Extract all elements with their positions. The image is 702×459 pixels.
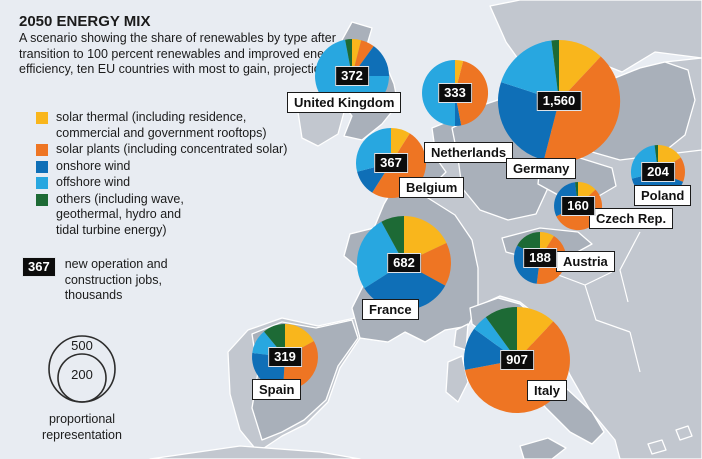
legend-label: offshore wind xyxy=(56,175,131,189)
solar_thermal-swatch-icon xyxy=(36,112,48,124)
scale-inner-value: 200 xyxy=(71,367,93,382)
scale-outer-value: 500 xyxy=(71,338,93,353)
pie-slice-offshore_wind xyxy=(356,221,404,289)
legend-item-solar_thermal: solar thermal (including residence, comm… xyxy=(36,110,287,141)
value-badge: 188 xyxy=(523,248,557,268)
subtitle: A scenario showing the share of renewabl… xyxy=(19,31,342,76)
value-badge: 319 xyxy=(268,347,302,367)
value-badge: 160 xyxy=(561,196,595,216)
legend: solar thermal (including residence, comm… xyxy=(36,110,287,238)
legend-item-solar_plants: solar plants (including concentrated sol… xyxy=(36,142,287,158)
pie-slice-onshore_wind xyxy=(364,263,446,311)
value-badge: 333 xyxy=(438,83,472,103)
country-label: Czech Rep. xyxy=(589,208,674,229)
value-badge: 204 xyxy=(641,162,675,182)
country-label: United Kingdom xyxy=(287,92,402,113)
country-label: Austria xyxy=(556,251,615,272)
value-badge: 682 xyxy=(387,253,421,273)
legend-label: solar plants (including concentrated sol… xyxy=(56,142,288,156)
country-borders xyxy=(544,149,702,373)
pie-slice-offshore_wind xyxy=(501,40,559,101)
others-swatch-icon xyxy=(36,193,48,206)
jobs-key-badge: 367 xyxy=(22,257,56,277)
legend-item-others: others (including wave, geothermal, hydr… xyxy=(36,192,287,239)
jobs-key: 367 new operation and construction jobs,… xyxy=(22,257,168,304)
value-badge: 372 xyxy=(335,66,369,86)
country-label: Belgium xyxy=(399,177,465,198)
pie-slice-others xyxy=(551,40,559,101)
legend-label: solar thermal (including residence, comm… xyxy=(56,110,267,140)
legend-item-offshore_wind: offshore wind xyxy=(36,175,287,191)
pie-slice-solar_plants xyxy=(543,56,621,163)
pie-slice-others xyxy=(485,306,517,360)
value-badge: 907 xyxy=(500,350,534,370)
pie-slice-solar_thermal xyxy=(559,39,601,101)
legend-label: others (including wave, geothermal, hydr… xyxy=(56,191,184,237)
country-label: France xyxy=(362,299,419,320)
page-title: 2050 ENERGY MIX xyxy=(19,13,151,30)
legend-item-onshore_wind: onshore wind xyxy=(36,159,287,175)
pie-slice-offshore_wind xyxy=(474,317,517,360)
value-badge: 1,560 xyxy=(536,91,582,111)
scale-caption: proportional representation xyxy=(42,412,122,442)
onshore_wind-swatch-icon xyxy=(36,160,48,173)
country-label: Netherlands xyxy=(424,142,514,163)
pie-slice-solar_thermal xyxy=(404,216,447,263)
offshore_wind-swatch-icon xyxy=(36,177,48,189)
landmass-sicily xyxy=(519,437,567,459)
scale-circle-inner xyxy=(57,353,107,403)
pie-france xyxy=(356,216,451,311)
landmass-greek-islands xyxy=(647,425,693,455)
pie-slice-solar_plants xyxy=(404,243,451,286)
pie-slice-solar_thermal xyxy=(517,307,554,360)
legend-label: onshore wind xyxy=(56,158,131,173)
value-badge: 367 xyxy=(374,153,408,173)
country-label: Germany xyxy=(506,158,577,179)
pie-slice-others xyxy=(381,216,404,263)
country-label: Poland xyxy=(634,185,692,206)
country-label: Spain xyxy=(252,379,302,400)
jobs-key-label: new operation and construction jobs, tho… xyxy=(64,257,168,302)
country-label: Italy xyxy=(527,380,568,401)
landmass-north-africa xyxy=(149,445,361,459)
solar_plants-swatch-icon xyxy=(36,144,48,156)
landmass-sardinia xyxy=(445,355,469,403)
scale-circles xyxy=(48,335,116,403)
